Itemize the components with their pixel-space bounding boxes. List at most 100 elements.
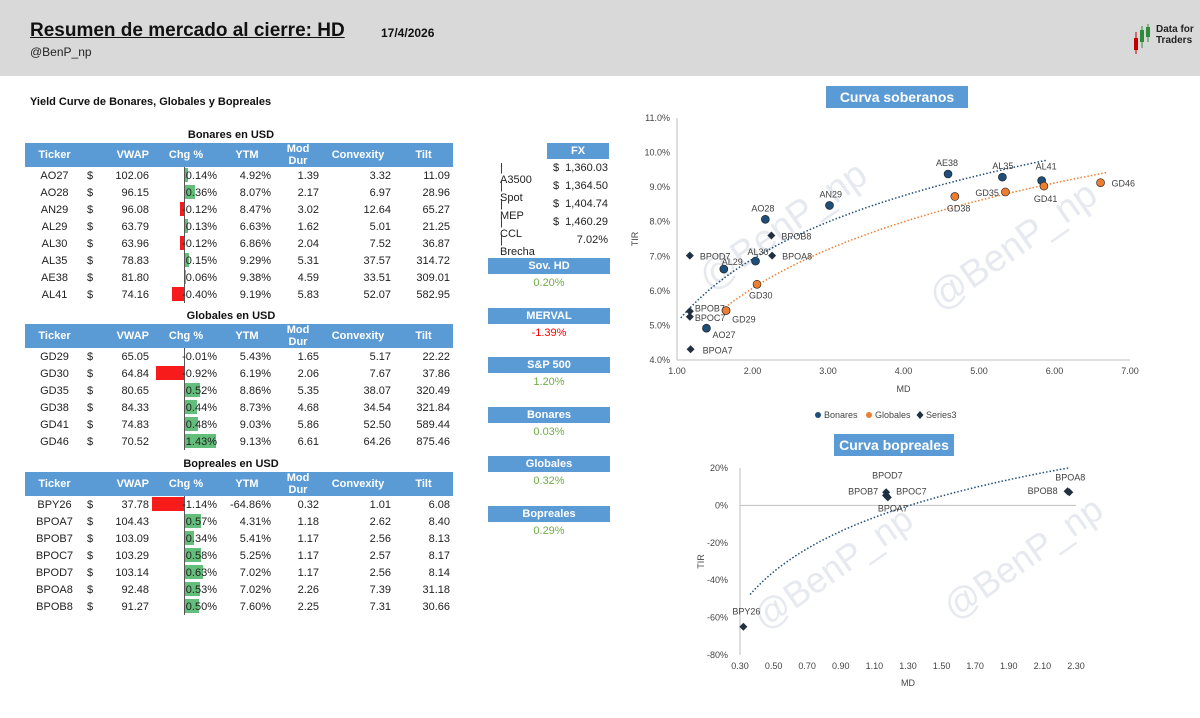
column-header	[84, 472, 104, 496]
point-label: BPOA7	[878, 503, 908, 513]
convexity-cell: 5.17	[369, 350, 391, 363]
chg-value: 0.58%	[185, 549, 217, 562]
mod-dur-cell: 0.32	[297, 498, 319, 511]
chg-value: 0.14%	[185, 169, 217, 182]
currency-cell: $	[87, 254, 94, 267]
mod-dur-cell: 5.35	[297, 384, 319, 397]
mod-dur-cell: 2.04	[297, 237, 319, 250]
x-tick-label: 1.00	[668, 366, 686, 376]
currency-cell: $	[87, 384, 94, 397]
chg-cell: 0.13%	[152, 218, 220, 235]
metric-label: Bonares	[488, 406, 610, 423]
mod-dur-cell: 1.18	[297, 515, 319, 528]
chg-value: 0.13%	[185, 220, 217, 233]
table-header-row: Ticker VWAP Chg % YTM Mod Dur Convexity Tilt	[25, 324, 453, 348]
chg-axis	[184, 348, 185, 365]
currency-cell: $	[87, 350, 94, 363]
convexity-cell: 34.54	[363, 401, 391, 414]
currency-cell: $	[87, 515, 94, 528]
ytm-cell: 4.31%	[239, 515, 271, 528]
chg-bar	[152, 497, 184, 511]
tilt-cell: 875.46	[416, 435, 450, 448]
page-title: Resumen de mercado al cierre: HD	[30, 20, 345, 41]
point-bpob8	[1063, 487, 1072, 496]
vwap-cell: 74.83	[121, 418, 149, 431]
column-header: Ticker	[25, 324, 84, 348]
point-label: BPOA8	[782, 252, 812, 262]
currency-cell: $	[87, 288, 94, 301]
chg-cell: 0.44%	[152, 399, 220, 416]
chg-value: -0.01%	[182, 350, 217, 363]
ytm-cell: 5.41%	[239, 532, 271, 545]
point-label: BPOA7	[703, 345, 733, 355]
x-tick-label: 0.90	[832, 661, 850, 671]
vwap-cell: 103.09	[115, 532, 149, 545]
chg-value: 0.63%	[185, 566, 217, 579]
convexity-cell: 1.01	[369, 498, 391, 511]
chg-value: -0.40%	[182, 288, 217, 301]
mod-dur-cell: 3.02	[297, 203, 319, 216]
chg-bar	[184, 185, 195, 199]
chg-axis	[184, 530, 185, 547]
x-tick-label: 1.10	[866, 661, 884, 671]
metric-value: 0.29%	[533, 524, 565, 537]
logo-line2: Traders	[1156, 35, 1193, 46]
y-tick-label: 0%	[715, 500, 728, 510]
ytm-cell: -64.86%	[230, 498, 271, 511]
chg-bar	[180, 202, 184, 216]
point-label: BPOB7	[695, 303, 725, 313]
currency-cell: $	[87, 583, 94, 596]
y-tick-label: 10.0%	[644, 148, 670, 158]
vwap-cell: 63.79	[121, 220, 149, 233]
currency-cell: $	[87, 532, 94, 545]
chg-axis	[184, 433, 185, 450]
chg-axis	[184, 399, 185, 416]
ytm-cell: 7.02%	[239, 583, 271, 596]
tilt-cell: 321.84	[416, 401, 450, 414]
ytm-cell: 8.07%	[239, 186, 271, 199]
metric-label: Bopreales	[488, 505, 610, 522]
y-tick-label: 9.0%	[649, 182, 670, 192]
y-tick-label: 5.0%	[649, 320, 670, 330]
chg-bar	[184, 582, 200, 596]
tilt-cell: 320.49	[416, 384, 450, 397]
ticker-cell: AL30	[41, 237, 68, 250]
ticker-cell: AO27	[40, 169, 69, 182]
fx-currency: $	[553, 198, 560, 210]
tilt-cell: 22.22	[422, 350, 450, 363]
bopreales-table: Ticker VWAP Chg % YTM Mod Dur Convexity Tilt BP…	[25, 472, 453, 615]
tilt-cell: 309.01	[416, 271, 450, 284]
point-label: GD35	[975, 188, 999, 198]
ytm-cell: 9.29%	[239, 254, 271, 267]
vwap-cell: 37.78	[121, 498, 149, 511]
column-header: Mod Dur	[274, 472, 322, 496]
table-header-row: Ticker VWAP Chg % YTM Mod Dur Convexity Tilt	[25, 143, 453, 167]
bonares-table-title: Bonares en USD	[187, 129, 275, 141]
globales-table-title: Globales en USD	[186, 310, 276, 322]
point-label: AN29	[820, 189, 843, 199]
fx-label: | Brecha	[500, 234, 535, 258]
x-tick-label: 1.90	[1000, 661, 1018, 671]
mod-dur-cell: 1.39	[297, 169, 319, 182]
point-ae38	[943, 169, 953, 179]
currency-cell: $	[87, 600, 94, 613]
tilt-cell: 8.14	[428, 566, 450, 579]
ticker-cell: AO28	[40, 186, 69, 199]
column-header: Tilt	[394, 472, 453, 496]
tilt-cell: 8.13	[428, 532, 450, 545]
convexity-cell: 2.57	[369, 549, 391, 562]
ticker-cell: GD35	[40, 384, 69, 397]
tilt-cell: 37.86	[422, 367, 450, 380]
currency-cell: $	[87, 435, 94, 448]
x-tick-label: 5.00	[970, 366, 988, 376]
ticker-cell: BPOC7	[35, 549, 74, 562]
legend-marker	[815, 412, 821, 418]
legend-label: Bonares	[824, 410, 858, 420]
vwap-cell: 103.14	[115, 566, 149, 579]
chg-value: 0.57%	[185, 515, 217, 528]
ytm-cell: 6.63%	[239, 220, 271, 233]
convexity-cell: 5.01	[369, 220, 391, 233]
vwap-cell: 70.52	[121, 435, 149, 448]
point-label: BPOB8	[1028, 486, 1058, 496]
chg-cell: -0.12%	[152, 201, 220, 218]
